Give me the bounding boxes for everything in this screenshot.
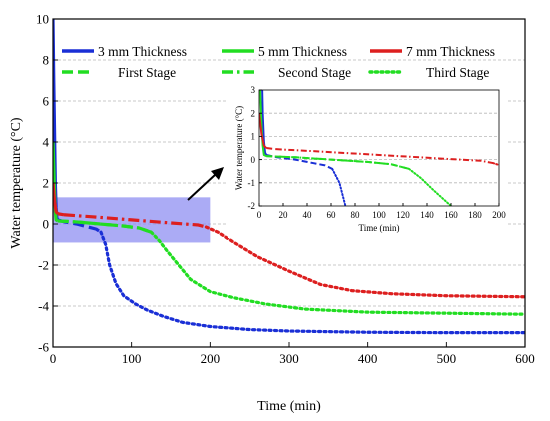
inset-y-tick-label: 2 [251,108,256,118]
main-y-tick-label: 4 [43,135,50,150]
main-y-tick-label: -6 [38,340,49,355]
x-axis-title: Time (min) [257,399,321,414]
legend-label-stage-0: First Stage [118,65,176,80]
main-series-0-dot-line [99,230,525,335]
inset-y-axis-title: Water temperature (°C) [234,106,244,190]
inset-x-tick-label: 60 [327,210,337,220]
main-series-2-dashdot-line [63,213,207,229]
inset-y-tick-label: 0 [251,155,256,165]
main-x-tick-label: 600 [515,351,535,366]
main-x-tick-label: 500 [437,351,457,366]
main-series-2-solid-line [53,182,59,215]
legend-label-stage-2: Third Stage [426,65,489,80]
inset-series-2-solid-line [259,113,267,149]
main-y-tick-label: 6 [43,94,50,109]
main-series-2-dot-line [204,225,525,299]
main-series-1-dashdot-line [57,219,152,234]
legend-label-thickness-1: 5 mm Thickness [258,44,347,59]
inset-series-group [259,90,499,206]
zoom-arrow [187,167,224,201]
main-y-tick-label: 8 [43,53,50,68]
inset-x-tick-label: 20 [279,210,289,220]
inset-x-tick-label: 80 [351,210,361,220]
inset-x-tick-label: 100 [372,210,386,220]
inset-x-tick-label: 160 [444,210,458,220]
main-y-tick-label: -2 [38,258,49,273]
inset-series-0-solid-line [261,90,268,156]
y-axis-title: Water temperature (°C) [9,117,24,249]
main-series-group [53,19,525,335]
inset-x-axis-title: Time (min) [359,223,400,233]
inset-y-tick-label: 3 [251,85,256,95]
inset-x-tick-label: 140 [420,210,434,220]
legend-label-stage-1: Second Stage [278,65,351,80]
inset-x-tick-label: 200 [492,210,506,220]
inset-x-tick-label: 0 [257,210,262,220]
main-y-tick-label: 10 [36,12,49,27]
main-y-tick-label: 2 [43,176,50,191]
legend-label-thickness-0: 3 mm Thickness [98,44,187,59]
main-x-tick-label: 100 [122,351,142,366]
legend: 3 mm Thickness 5 mm Thickness 7 mm Thickne… [62,44,495,80]
main-y-tick-label: -4 [38,299,49,314]
inset-x-tick-label: 180 [468,210,482,220]
legend-label-thickness-2: 7 mm Thickness [406,44,495,59]
inset-y-tick-label: -2 [248,201,256,211]
inset-gridlines [259,112,499,184]
main-x-tick-label: 0 [50,351,57,366]
main-x-tick-label: 300 [279,351,299,366]
inset-x-tick-label: 40 [303,210,313,220]
main-x-tick-label: 400 [358,351,378,366]
inset-series-2-dash-line [266,147,276,151]
inset-y-tick-label: -1 [248,178,256,188]
inset-axis-ticks: 0 20 40 60 80 100 120 140 160 180 200 -2 -1 0 1 2 3 [248,85,507,220]
inset-series-1-dot-line [408,167,453,206]
main-series-2-dash-line [57,212,65,217]
inset-chart: 0 20 40 60 80 100 120 140 160 180 200 -2 -1 0 1 2 3 Wate… [228,84,507,238]
main-series-1-dash-line [57,219,152,234]
inset-y-tick-label: 1 [251,132,256,142]
main-series-1-dot-line [149,230,525,316]
inset-x-tick-label: 120 [396,210,410,220]
inset-series-1-dashdot-line [266,155,410,170]
main-x-tick-label: 200 [201,351,221,366]
main-y-tick-label: 0 [43,217,50,232]
